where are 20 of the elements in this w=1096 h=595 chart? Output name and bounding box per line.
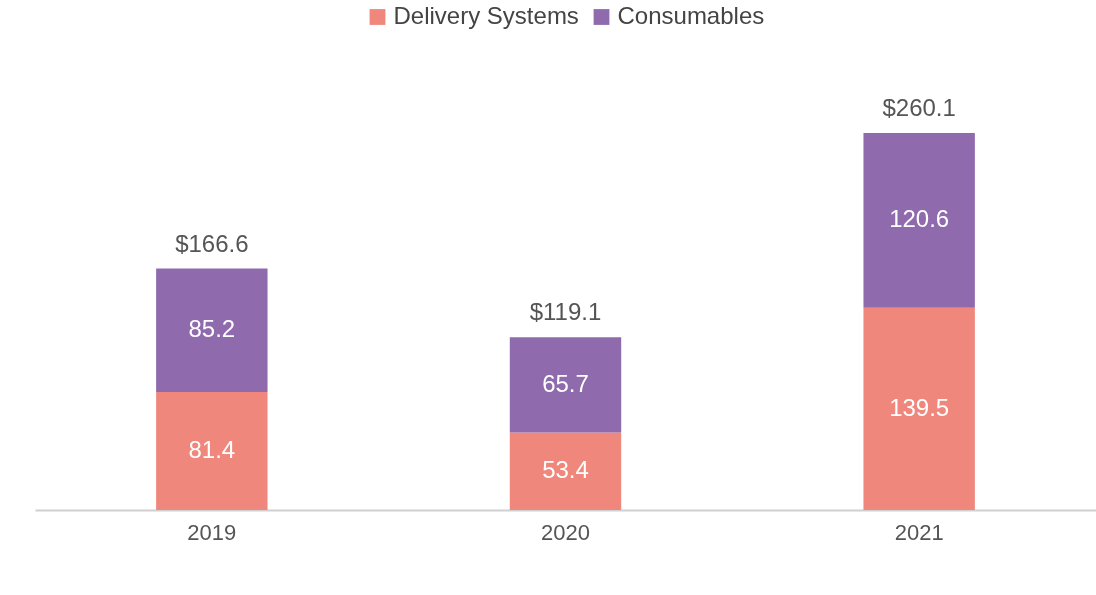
legend-label: Delivery Systems — [393, 2, 579, 29]
x-tick-label: 2021 — [894, 519, 944, 545]
bar — [863, 307, 975, 510]
total-label: $260.1 — [882, 94, 956, 121]
legend-label: Consumables — [617, 2, 765, 29]
bar — [509, 432, 622, 510]
x-tick-label: 2020 — [541, 519, 590, 545]
bar — [863, 133, 975, 308]
data-label: 81.4 — [188, 436, 236, 464]
bar — [509, 337, 622, 433]
data-label: 53.4 — [542, 456, 589, 484]
bar — [156, 392, 268, 510]
x-tick-label: 2019 — [187, 519, 237, 545]
total-label: $166.6 — [175, 229, 249, 257]
data-label: 85.2 — [188, 315, 236, 343]
data-label: 65.7 — [542, 369, 589, 397]
total-label: $119.1 — [529, 298, 602, 326]
data-label: 139.5 — [889, 393, 950, 421]
bar — [156, 268, 268, 393]
data-label: 120.6 — [889, 205, 950, 233]
